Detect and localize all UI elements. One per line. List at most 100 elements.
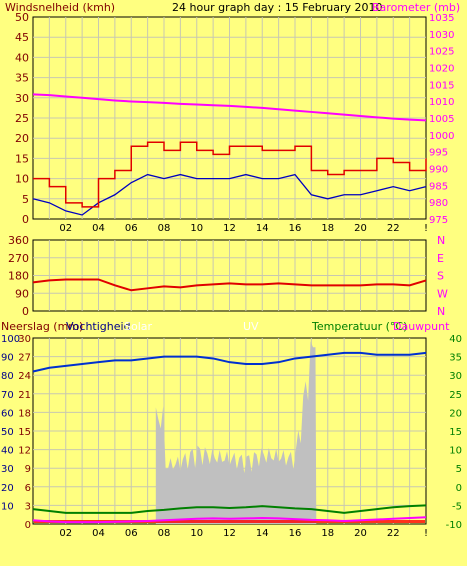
x-tick-label-bottom: 12 (223, 528, 236, 539)
direction-y-tick-label: 0 (22, 305, 29, 318)
x-tick-label-top: ! (424, 223, 428, 234)
x-tick-label-top: 04 (92, 223, 105, 234)
temp-y-tick-label: 30 (449, 371, 462, 382)
humidity-y-tick-label: 90 (1, 353, 14, 364)
rain-y-tick-label: 15 (18, 427, 31, 438)
humidity-y-tick-label: 40 (1, 446, 14, 457)
x-tick-label-bottom: ! (424, 528, 428, 539)
chart-title: 24 hour graph day : 15 February 2010 (172, 1, 383, 14)
chart-marks (32, 93, 427, 524)
barometer-y-tick-label: 1020 (429, 64, 454, 75)
barometer-axis-title: Barometer (mb) (372, 1, 460, 14)
x-tick-label-top: 06 (125, 223, 138, 234)
humidity-line (32, 351, 427, 373)
x-tick-label-top: 08 (158, 223, 171, 234)
wind-y-tick-label: 5 (22, 193, 29, 206)
grid-lines (33, 17, 426, 524)
x-tick-label-top: 18 (321, 223, 334, 234)
wind-direction-line (32, 278, 427, 292)
x-tick-label-top: 14 (256, 223, 269, 234)
humidity-y-tick-label: 70 (1, 390, 14, 401)
humidity-y-tick-label: 10 (1, 501, 14, 512)
humidity-y-tick-label: 20 (1, 483, 14, 494)
x-tick-label-bottom: 20 (354, 528, 367, 539)
temperature-axis-title: Temperatuur (°C) (311, 320, 407, 333)
solar-axis-title: Solar (124, 320, 153, 333)
wind-gust-line (33, 141, 427, 208)
temp-y-tick-label: 25 (449, 390, 462, 401)
barometer-y-tick-label: 975 (429, 215, 448, 226)
temp-y-tick-label: 0 (456, 483, 462, 494)
x-tick-label-bottom: 10 (190, 528, 203, 539)
x-tick-label-bottom: 22 (387, 528, 400, 539)
wind-axis-title: Windsnelheid (kmh) (5, 1, 115, 14)
x-tick-label-bottom: 06 (125, 528, 138, 539)
direction-y-tick-label: 90 (15, 287, 29, 300)
rain-y-tick-label: 3 (25, 501, 31, 512)
x-tick-label-top: 20 (354, 223, 367, 234)
dewpoint-axis-title: Dauwpunt (393, 320, 450, 333)
direction-y-tick-label: 360 (8, 234, 29, 247)
barometer-y-tick-label: 1025 (429, 47, 454, 58)
rain-y-tick-label: 27 (18, 353, 31, 364)
rain-y-tick-label: 24 (18, 371, 31, 382)
barometer-y-tick-label: 1000 (429, 131, 454, 142)
barometer-y-tick-label: 1035 (429, 13, 454, 24)
tick-labels: 0202040406060808101012121414161618182020… (1, 11, 462, 539)
rain-y-tick-label: 30 (18, 334, 31, 345)
humidity-y-tick-label: 80 (1, 371, 14, 382)
wind-y-tick-label: 50 (15, 11, 29, 24)
wind-y-tick-label: 15 (15, 152, 29, 165)
temp-y-tick-label: 40 (449, 334, 462, 345)
x-tick-label-top: 22 (387, 223, 400, 234)
temp-y-tick-label: 35 (449, 353, 462, 364)
temp-y-tick-label: 20 (449, 408, 462, 419)
temp-y-tick-label: -5 (452, 501, 462, 512)
wind-y-tick-label: 45 (15, 31, 29, 44)
barometer-y-tick-label: 995 (429, 148, 448, 159)
humidity-y-tick-label: 100 (1, 334, 20, 345)
humidity-y-tick-label: 60 (1, 408, 14, 419)
temp-y-tick-label: 10 (449, 446, 462, 457)
x-tick-label-bottom: 18 (321, 528, 334, 539)
wind-y-tick-label: 30 (15, 92, 29, 105)
barometer-y-tick-label: 980 (429, 198, 448, 209)
x-tick-label-top: 10 (190, 223, 203, 234)
compass-tick-label: N (437, 305, 445, 318)
x-tick-label-bottom: 16 (289, 528, 302, 539)
compass-tick-label: N (437, 234, 445, 247)
barometer-y-tick-label: 1015 (429, 80, 454, 91)
x-tick-label-bottom: 14 (256, 528, 269, 539)
x-tick-label-bottom: 08 (158, 528, 171, 539)
compass-tick-label: S (437, 270, 444, 283)
uv-axis-title: UV (243, 320, 259, 333)
x-tick-label-bottom: 04 (92, 528, 105, 539)
humidity-y-tick-label: 50 (1, 427, 14, 438)
wind-y-tick-label: 20 (15, 132, 29, 145)
wind-y-tick-label: 10 (15, 173, 29, 186)
wind-y-tick-label: 40 (15, 51, 29, 64)
humidity-y-tick-label: 30 (1, 464, 14, 475)
rain-y-tick-label: 18 (18, 408, 31, 419)
rain-y-tick-label: 6 (25, 483, 31, 494)
barometer-y-tick-label: 990 (429, 165, 448, 176)
direction-y-tick-label: 180 (8, 270, 29, 283)
rain-y-tick-label: 12 (18, 446, 31, 457)
barometer-y-tick-label: 1005 (429, 114, 454, 125)
barometer-y-tick-label: 985 (429, 181, 448, 192)
x-tick-label-bottom: 02 (59, 528, 72, 539)
compass-tick-label: W (437, 287, 448, 300)
barometer-y-tick-label: 1010 (429, 97, 454, 108)
rain-bar (34, 520, 425, 523)
dewpoint-line (32, 516, 427, 524)
wind-y-tick-label: 35 (15, 72, 29, 85)
temperature-line (32, 504, 427, 514)
wind-y-tick-label: 25 (15, 112, 29, 125)
rain-axis-title: Neerslag (mm) (1, 320, 83, 333)
rain-y-tick-label: 0 (25, 520, 31, 531)
temp-y-tick-label: 5 (456, 464, 462, 475)
barometer-line (32, 93, 427, 122)
temp-y-tick-label: -10 (446, 520, 462, 531)
